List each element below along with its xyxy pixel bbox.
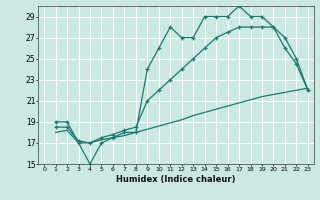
X-axis label: Humidex (Indice chaleur): Humidex (Indice chaleur) <box>116 175 236 184</box>
